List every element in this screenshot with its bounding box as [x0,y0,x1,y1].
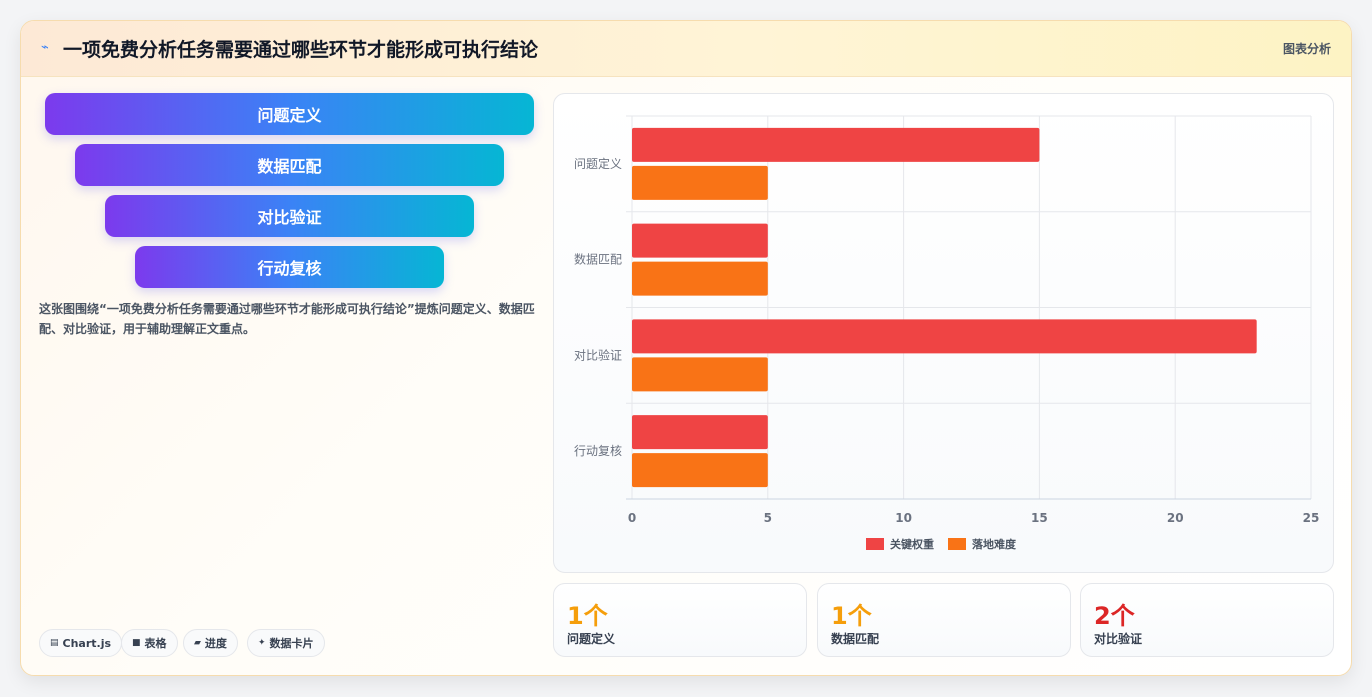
legend-label: 关键权重 [890,537,934,551]
chip-table[interactable]: ■ 表格 [121,629,178,657]
bar-weight [632,127,1040,162]
y-tick-label: 数据匹配 [574,252,622,267]
description: 这张图围绕“一项免费分析任务需要通过哪些环节才能形成可执行结论”提炼问题定义、数… [39,302,535,336]
stat-card-2: 1个 数据匹配 [817,583,1071,657]
legend-swatch [948,538,966,550]
stat-label: 对比验证 [1094,632,1143,646]
x-tick-label: 15 [1031,511,1048,525]
header-tag: 图表分析 [1282,42,1331,56]
funnel-step-4: 行动复核 [135,246,444,288]
header: ⌁ 一项免费分析任务需要通过哪些环节才能形成可执行结论 图表分析 [21,21,1351,77]
bar-weight [632,223,768,258]
lightning-icon: ⌁ [41,40,49,55]
table-icon: ■ [132,638,141,648]
y-tick-label: 问题定义 [574,156,622,171]
x-tick-label: 10 [895,511,912,525]
legend-label: 落地难度 [972,537,1017,551]
stat-value: 2个 [1094,602,1135,630]
funnel-step-3: 对比验证 [105,195,474,237]
bar-weight [632,319,1257,354]
chart-panel: 问题定义数据匹配对比验证行动复核 0 5 10 15 20 25 关键权重 落地难度 [553,93,1334,573]
y-tick-label: 对比验证 [574,347,622,362]
chip-progress[interactable]: ▰ 进度 [183,629,238,657]
main-card: ⌁ 一项免费分析任务需要通过哪些环节才能形成可执行结论 图表分析 问题定义 数据… [20,20,1352,676]
bar-difficulty [632,357,768,392]
x-tick-label: 5 [764,511,772,525]
bar-difficulty [632,165,768,200]
chip-chartjs[interactable]: ▤ Chart.js [39,629,123,657]
bar-difficulty [632,261,768,296]
chart-icon: ▤ [50,638,59,648]
stat-card-1: 1个 问题定义 [553,583,807,657]
stat-value: 1个 [831,602,872,630]
sparkle-icon: ✦ [258,638,266,648]
bar-weight [632,415,768,450]
chip-data-card[interactable]: ✦ 数据卡片 [247,629,325,657]
legend-swatch [866,538,884,550]
chip-label: 进度 [204,637,227,650]
chip-label: 表格 [144,637,167,650]
x-tick-label: 0 [628,511,636,525]
page-title: 一项免费分析任务需要通过哪些环节才能形成可执行结论 [63,39,539,61]
funnel-step-1: 问题定义 [45,93,534,135]
chip-label: 数据卡片 [269,637,314,650]
progress-icon: ▰ [194,638,201,648]
stat-label: 数据匹配 [831,632,880,646]
x-tick-label: 20 [1167,511,1184,525]
stat-card-3: 2个 对比验证 [1080,583,1334,657]
stat-value: 1个 [567,602,608,630]
funnel-step-2: 数据匹配 [75,144,504,186]
bar-difficulty [632,453,768,488]
stat-label: 问题定义 [567,632,616,646]
x-tick-label: 25 [1303,511,1320,525]
chip-label: Chart.js [62,636,112,650]
y-tick-label: 行动复核 [574,444,622,458]
